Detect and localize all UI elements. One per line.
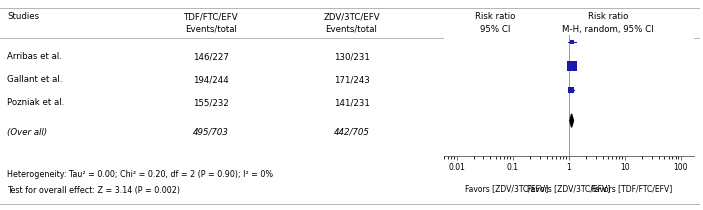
Polygon shape bbox=[570, 114, 574, 127]
Text: ZDV/3TC/EFV: ZDV/3TC/EFV bbox=[323, 12, 380, 21]
Text: 1.12 [1.04, 1.21]: 1.12 [1.04, 1.21] bbox=[459, 128, 532, 137]
Text: 146/227: 146/227 bbox=[193, 52, 229, 61]
Text: Arribas et al.: Arribas et al. bbox=[7, 52, 62, 61]
Text: Events/total: Events/total bbox=[185, 25, 237, 34]
Text: 141/231: 141/231 bbox=[333, 98, 370, 107]
Text: Pozniak et al.: Pozniak et al. bbox=[7, 98, 64, 107]
Text: TDF/FTC/EFV: TDF/FTC/EFV bbox=[183, 12, 238, 21]
Text: Favors [ZDV/3TC/EFV]: Favors [ZDV/3TC/EFV] bbox=[527, 184, 611, 193]
Text: M-H, random, 95% CI: M-H, random, 95% CI bbox=[562, 25, 654, 34]
Text: 1.09 [0.95, 1.26]: 1.09 [0.95, 1.26] bbox=[460, 98, 531, 107]
Text: 171/243: 171/243 bbox=[333, 75, 370, 84]
Text: Favors [ZDV/3TC/EFV]: Favors [ZDV/3TC/EFV] bbox=[465, 184, 548, 193]
Text: 1.13 [1.02, 1.25]: 1.13 [1.02, 1.25] bbox=[460, 75, 531, 84]
Text: Heterogeneity: Tau² = 0.00; Chi² = 0.20, df = 2 (P = 0.90); I² = 0%: Heterogeneity: Tau² = 0.00; Chi² = 0.20,… bbox=[7, 170, 273, 179]
Text: 442/705: 442/705 bbox=[333, 128, 370, 137]
Text: 155/232: 155/232 bbox=[193, 98, 229, 107]
Text: 194/244: 194/244 bbox=[193, 75, 228, 84]
Text: 95% CI: 95% CI bbox=[480, 25, 511, 34]
Text: 130/231: 130/231 bbox=[333, 52, 370, 61]
Text: (Over all): (Over all) bbox=[7, 128, 47, 137]
Text: Events/total: Events/total bbox=[325, 25, 378, 34]
Text: Studies: Studies bbox=[7, 12, 39, 21]
Text: Test for overall effect: Z = 3.14 (P = 0.002): Test for overall effect: Z = 3.14 (P = 0… bbox=[7, 186, 180, 194]
Text: Gallant et al.: Gallant et al. bbox=[7, 75, 63, 84]
Text: Favors [TDF/FTC/EFV]: Favors [TDF/FTC/EFV] bbox=[591, 184, 672, 193]
Text: 1.14 [0.98, 1.33]: 1.14 [0.98, 1.33] bbox=[460, 52, 531, 61]
Text: Risk ratio: Risk ratio bbox=[475, 12, 516, 21]
Text: 495/703: 495/703 bbox=[193, 128, 229, 137]
Text: Risk ratio: Risk ratio bbox=[588, 12, 628, 21]
